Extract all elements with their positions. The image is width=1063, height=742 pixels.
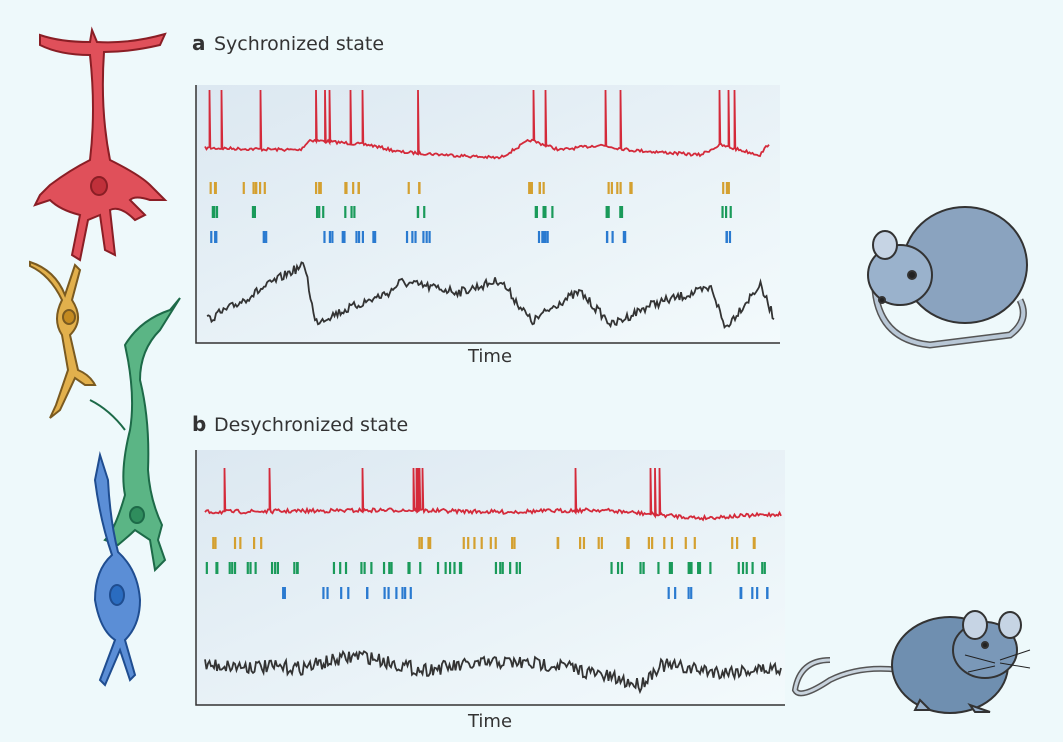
panel-letter: a bbox=[192, 31, 206, 55]
lfp-trace bbox=[206, 261, 775, 330]
panel-title: Desychronized state bbox=[214, 414, 408, 436]
membrane-trace bbox=[204, 467, 782, 522]
awake-mouse bbox=[791, 610, 1031, 714]
lfp-trace bbox=[204, 649, 782, 695]
panel-bg bbox=[196, 85, 780, 343]
neuron-blue bbox=[93, 451, 142, 687]
interneuron-yellow bbox=[29, 260, 97, 419]
x-label: Time bbox=[467, 711, 512, 732]
neuron-green bbox=[89, 297, 181, 573]
axes bbox=[195, 450, 785, 706]
sleeping-mouse bbox=[867, 206, 1028, 349]
x-label: Time bbox=[467, 346, 512, 367]
panel-title: Sychronized state bbox=[214, 33, 384, 55]
panel-letter: b bbox=[192, 412, 206, 436]
membrane-trace bbox=[204, 89, 770, 160]
pyramidal-neuron bbox=[33, 26, 168, 262]
axes bbox=[195, 85, 780, 344]
